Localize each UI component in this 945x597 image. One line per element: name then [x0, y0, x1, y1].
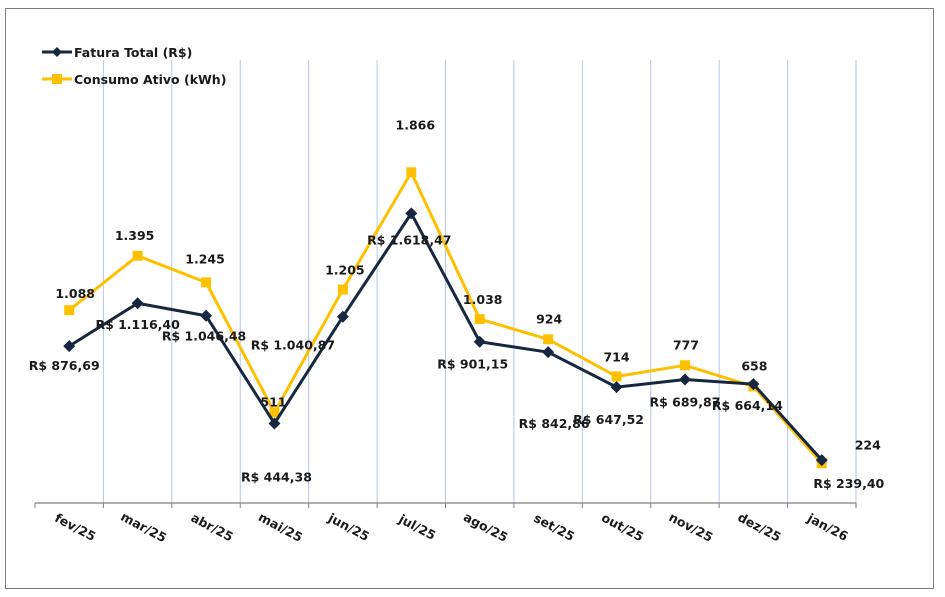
data-point-marker [679, 360, 690, 371]
data-point-marker [131, 297, 144, 310]
series-fatura-total [63, 207, 828, 467]
data-point-marker [336, 310, 349, 323]
data-label: 1.088 [55, 286, 95, 301]
legend-item-consumo-ativo: Consumo Ativo (kWh) [42, 72, 226, 87]
legend-diamond-marker-icon [52, 47, 62, 57]
data-label: R$ 664,14 [712, 398, 783, 413]
data-point-marker [406, 167, 417, 178]
data-label: 658 [741, 358, 767, 373]
data-label: R$ 647,52 [573, 412, 644, 427]
data-point-marker [473, 335, 486, 348]
data-point-marker [132, 250, 143, 261]
x-tick-label: abr/25 [189, 510, 236, 545]
series-line [68, 170, 823, 465]
data-label: R$ 876,69 [29, 358, 100, 373]
data-label: 777 [673, 337, 699, 352]
x-tick-label: mai/25 [256, 509, 305, 545]
data-label: 224 [855, 437, 881, 452]
consumo-data-labels: 1.088 1.395 1.245 511 1.205 1.866 1.038 924 714 7… [55, 117, 881, 452]
data-label: 1.395 [115, 228, 155, 243]
legend: Fatura Total (R$) Consumo Ativo (kWh) [42, 45, 226, 87]
data-label: R$ 444,38 [241, 469, 312, 484]
data-label: 1.866 [396, 117, 436, 132]
data-point-marker [747, 378, 760, 391]
data-point-marker [474, 314, 485, 325]
x-tick-label: jun/25 [325, 510, 372, 544]
data-point-marker [610, 381, 623, 394]
data-label: R$ 1.116,40 [95, 317, 180, 332]
fatura-data-labels: R$ 876,69 R$ 1.116,40R$ 1.046,48 R$ 444,38… [29, 232, 885, 491]
gridlines [102, 60, 857, 503]
series-line [68, 211, 823, 462]
legend-label: Consumo Ativo (kWh) [74, 72, 226, 87]
data-label: R$ 901,15 [437, 357, 508, 372]
data-label: 511 [260, 394, 286, 409]
x-axis: fev/25 mar/25 abr/25 mai/25 jun/25 jul/25 ago/… [34, 502, 857, 546]
data-point-marker [337, 284, 348, 295]
x-tick-label: jul/25 [396, 511, 439, 543]
data-point-marker [611, 371, 622, 382]
data-label: 924 [536, 311, 562, 326]
data-label: 1.205 [325, 262, 365, 277]
data-label: 714 [603, 349, 629, 364]
data-label: R$ 1.040,87 [251, 338, 335, 353]
data-label: 1.038 [463, 292, 503, 307]
data-point-marker [269, 407, 280, 418]
data-label: 1.245 [185, 251, 225, 266]
x-tick-label: ago/25 [461, 509, 510, 545]
data-label: R$ 1.618,47 [367, 232, 451, 247]
data-point-marker [678, 373, 691, 386]
x-tick-label: fev/25 [52, 510, 98, 544]
data-point-marker [543, 334, 554, 345]
data-point-marker [63, 340, 76, 353]
x-tick-label: out/25 [599, 510, 646, 545]
legend-label: Fatura Total (R$) [74, 45, 192, 60]
x-tick-label: set/25 [531, 510, 577, 544]
data-point-marker [64, 305, 75, 316]
data-point-marker [200, 309, 213, 322]
data-label: R$ 842,86 [519, 416, 590, 431]
data-point-marker [815, 454, 828, 467]
x-tick-label: mar/25 [118, 509, 169, 546]
x-tick-label: nov/25 [667, 509, 716, 545]
x-tick-label: dez/25 [735, 509, 783, 544]
data-point-marker [201, 277, 212, 288]
legend-square-marker-icon [52, 74, 62, 84]
data-label: R$ 1.046,48 [162, 329, 246, 344]
data-point-marker [268, 417, 281, 430]
data-point-marker [405, 207, 418, 220]
data-label: R$ 689,87 [649, 395, 720, 410]
data-label: R$ 239,40 [813, 476, 884, 491]
x-tick-label: jan/26 [804, 510, 851, 544]
legend-item-fatura-total: Fatura Total (R$) [42, 45, 192, 60]
data-point-marker [542, 346, 555, 359]
